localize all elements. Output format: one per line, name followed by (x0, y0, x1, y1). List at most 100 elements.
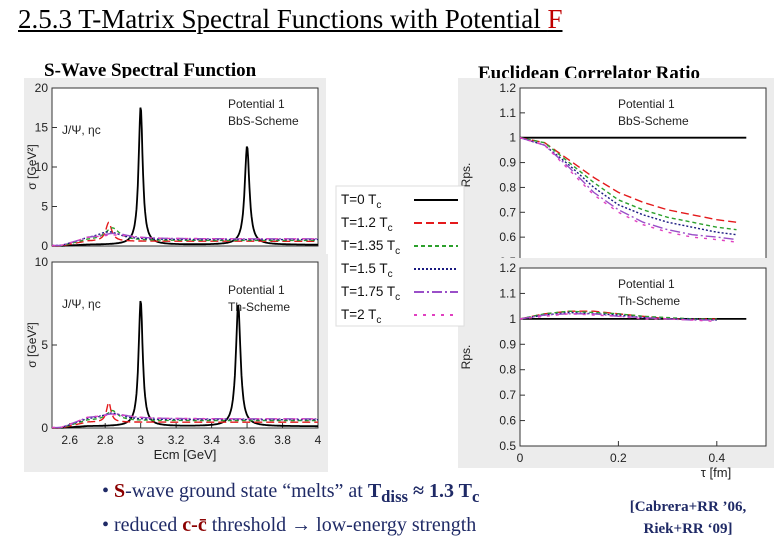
series-spec-bbs-0 (52, 107, 318, 247)
legend-label-sub: c (388, 269, 393, 280)
annotation-right: Potential 1 (228, 283, 285, 297)
y-tick-label: 0.7 (499, 388, 516, 402)
bullet-list: • S-wave ground state “melts” at Tdiss ≈… (102, 477, 479, 540)
series-spec-th-3 (52, 412, 318, 429)
annotation-left: J/Ψ, ηc (62, 297, 101, 311)
y-tick-label: 0.6 (499, 230, 516, 244)
legend-label-sub: c (395, 292, 400, 303)
y-tick-label: 15 (35, 121, 49, 135)
y-tick-label: 0.9 (499, 156, 516, 170)
chart-spec-th: 0 5 10 2.6 2.8 3 3.2 3.4 3.6 3.8 4 σ [GeV²] Ecm [GeV… (24, 254, 328, 472)
slide-title-main: 2.5.3 T-Matrix Spectral Functions with P… (18, 4, 548, 34)
legend-label-sub: c (376, 200, 381, 211)
plot-area-ratio-th (519, 267, 767, 447)
series-ratio-th-5 (519, 313, 717, 323)
annotation-right: BbS-Scheme (228, 114, 299, 128)
annotation-right: Potential 1 (228, 97, 285, 111)
y-tick-label: 5 (41, 338, 48, 352)
left-heading: S-Wave Spectral Function (44, 60, 257, 81)
y-tick-label: 0.9 (499, 337, 516, 351)
series-spec-bbs-3 (52, 231, 318, 247)
legend-label: T=1.2 Tc (341, 215, 393, 234)
plot-area-ratio-bbs (519, 87, 767, 263)
y-tick-label: 1 (509, 312, 516, 326)
bullet-2: • reduced c-c̄ threshold → low-energy st… (102, 511, 479, 540)
y-tick-label: 0.7 (499, 205, 516, 219)
y-axis-label: σ [GeV²] (25, 322, 39, 367)
legend-label-sub: c (388, 223, 393, 234)
x-tick-label: 2.6 (61, 433, 78, 447)
bullet-1-sub: diss (381, 487, 409, 506)
series-spec-th-0 (52, 300, 318, 429)
series-ratio-th-3 (519, 311, 717, 321)
series-ratio-bbs-1 (519, 137, 737, 223)
x-tick-label: 0.4 (708, 451, 725, 465)
bullet-1-sub2: c (472, 487, 480, 506)
legend-label: T=1.35 Tc (341, 238, 400, 257)
bullet-2-prefix: • reduced (102, 514, 183, 536)
x-axis-label: Ecm [GeV] (154, 447, 217, 462)
legend-label: T=0 Tc (341, 192, 381, 211)
x-axis-label: τ [fm] (701, 465, 731, 480)
series-spec-th-1 (52, 401, 318, 429)
series-ratio-bbs-5 (519, 137, 737, 243)
chart-spec-bbs: 0 5 10 15 20 σ [GeV²] J/Ψ, ηc Potential 1 BbS-Sc… (24, 78, 326, 258)
y-tick-label: 1.2 (499, 81, 516, 95)
y-tick-label: 10 (35, 255, 49, 269)
y-tick-label: 5 (41, 200, 48, 214)
y-tick-label: 1.1 (499, 286, 516, 300)
citation-line-2: Riek+RR ‘09] (643, 521, 733, 537)
y-tick-label: 1 (509, 131, 516, 145)
citation: [Cabrera+RR ’06, Riek+RR ‘09] (600, 496, 776, 540)
bullet-1-emph: S (114, 480, 126, 502)
series-spec-th-5 (52, 414, 318, 429)
legend: T=0 Tc T=1.2 Tc T=1.35 Tc T=1.5 Tc T=1.75 Tc… (335, 185, 465, 327)
y-axis-label: Rps. (459, 345, 473, 370)
legend-label: T=1.5 Tc (341, 261, 393, 280)
x-tick-label: 3.6 (239, 433, 256, 447)
bullet-1: • S-wave ground state “melts” at Tdiss ≈… (102, 477, 479, 511)
x-tick-label: 2.8 (97, 433, 114, 447)
annotation-right: Potential 1 (618, 97, 675, 111)
x-tick-label: 3.4 (203, 433, 220, 447)
legend-label: T=1.75 Tc (341, 284, 400, 303)
chart-ratio-th: 0.5 0.6 0.7 0.8 0.9 1 1.1 1.2 0 0.2 0.4 Rps. τ [fm] P… (458, 258, 774, 480)
x-tick-label: 3 (137, 433, 144, 447)
series-spec-bbs-5 (52, 234, 318, 247)
series-spec-bbs-1 (52, 221, 318, 247)
x-tick-label: 4 (315, 433, 322, 447)
slide-title-accent: F (547, 4, 563, 34)
plot-area-spec-th (51, 261, 319, 429)
x-tick-label: 3.2 (168, 433, 185, 447)
bullet-1-tail: ≈ 1.3 T (408, 480, 472, 502)
x-tick-label: 0.2 (610, 451, 627, 465)
annotation-right: Th-Scheme (228, 300, 290, 314)
y-tick-label: 0 (41, 239, 48, 253)
series-spec-bbs-2 (52, 227, 318, 247)
series-ratio-bbs-3 (519, 137, 737, 236)
y-tick-label: 1.2 (499, 261, 516, 275)
bullet-2-text: threshold → low-energy strength (206, 514, 477, 536)
legend-label-sub: c (395, 246, 400, 257)
y-tick-label: 20 (35, 81, 49, 95)
y-tick-label: 1.1 (499, 106, 516, 120)
annotation-left: J/Ψ, ηc (62, 123, 101, 137)
y-tick-label: 0 (41, 421, 48, 435)
y-axis-label: Rps. (459, 163, 473, 188)
y-axis-label: σ [GeV²] (25, 144, 39, 189)
bullet-1-prefix: • (102, 480, 115, 502)
bullet-1-text: -wave ground state “melts” at (125, 480, 368, 502)
bullet-1-sym: T (367, 480, 382, 502)
y-tick-label: 0.5 (499, 439, 516, 453)
y-tick-label: 0.6 (499, 414, 516, 428)
citation-line-1: [Cabrera+RR ’06, (629, 499, 747, 515)
x-tick-label: 3.8 (274, 433, 291, 447)
y-tick-label: 10 (35, 160, 49, 174)
y-tick-label: 0.8 (499, 180, 516, 194)
legend-label: T=2 Tc (341, 307, 381, 326)
slide-title: 2.5.3 T-Matrix Spectral Functions with P… (18, 4, 563, 35)
bullet-2-emph: c-c̄ (182, 514, 207, 536)
x-tick-label: 0 (517, 451, 524, 465)
